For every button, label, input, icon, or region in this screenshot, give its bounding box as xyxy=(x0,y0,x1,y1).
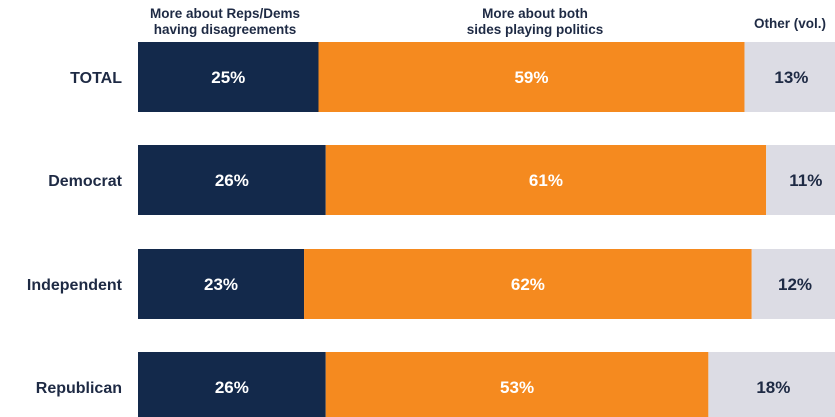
value-label-reps-dems-total: 25% xyxy=(211,68,245,87)
value-label-other-democrat: 11% xyxy=(789,171,822,190)
header-other-line1: Other (vol.) xyxy=(753,16,826,31)
header-both-sides: More about both sides playing politics xyxy=(420,6,650,38)
header-reps-dems: More about Reps/Dems having disagreement… xyxy=(130,6,320,38)
value-label-other-total: 13% xyxy=(774,68,808,87)
value-label-reps-dems-democrat: 26% xyxy=(215,171,249,190)
value-label-reps-dems-republican: 26% xyxy=(215,378,249,397)
bar-reps-dems-republican xyxy=(138,352,326,417)
bar-reps-dems-independent xyxy=(138,249,305,319)
category-label-republican: Republican xyxy=(36,380,122,397)
value-label-other-republican: 18% xyxy=(756,378,790,397)
bar-both-sides-republican xyxy=(325,352,709,417)
bar-reps-dems-total xyxy=(138,42,319,112)
value-label-both-sides-democrat: 61% xyxy=(529,171,563,190)
bar-other-independent xyxy=(751,249,835,319)
bar-other-democrat xyxy=(766,145,835,215)
bar-both-sides-democrat xyxy=(325,145,767,215)
bar-reps-dems-democrat xyxy=(138,145,326,215)
bar-other-total xyxy=(744,42,835,112)
category-label-independent: Independent xyxy=(27,277,123,294)
header-both-sides-line1: More about both xyxy=(482,6,588,21)
header-reps-dems-line1: More about Reps/Dems xyxy=(149,6,301,21)
value-label-reps-dems-independent: 23% xyxy=(204,275,238,294)
bar-other-republican xyxy=(708,352,835,417)
category-label-total: TOTAL xyxy=(70,70,122,87)
value-label-both-sides-republican: 53% xyxy=(500,378,534,397)
value-label-both-sides-independent: 62% xyxy=(511,275,545,294)
value-label-other-independent: 12% xyxy=(778,275,812,294)
header-other: Other (vol.) xyxy=(745,16,835,32)
header-both-sides-line2: sides playing politics xyxy=(466,22,604,37)
header-reps-dems-line2: having disagreements xyxy=(153,22,297,37)
bar-both-sides-total xyxy=(318,42,745,112)
category-label-democrat: Democrat xyxy=(48,173,122,190)
value-label-both-sides-total: 59% xyxy=(514,68,548,87)
bar-both-sides-independent xyxy=(304,249,752,319)
